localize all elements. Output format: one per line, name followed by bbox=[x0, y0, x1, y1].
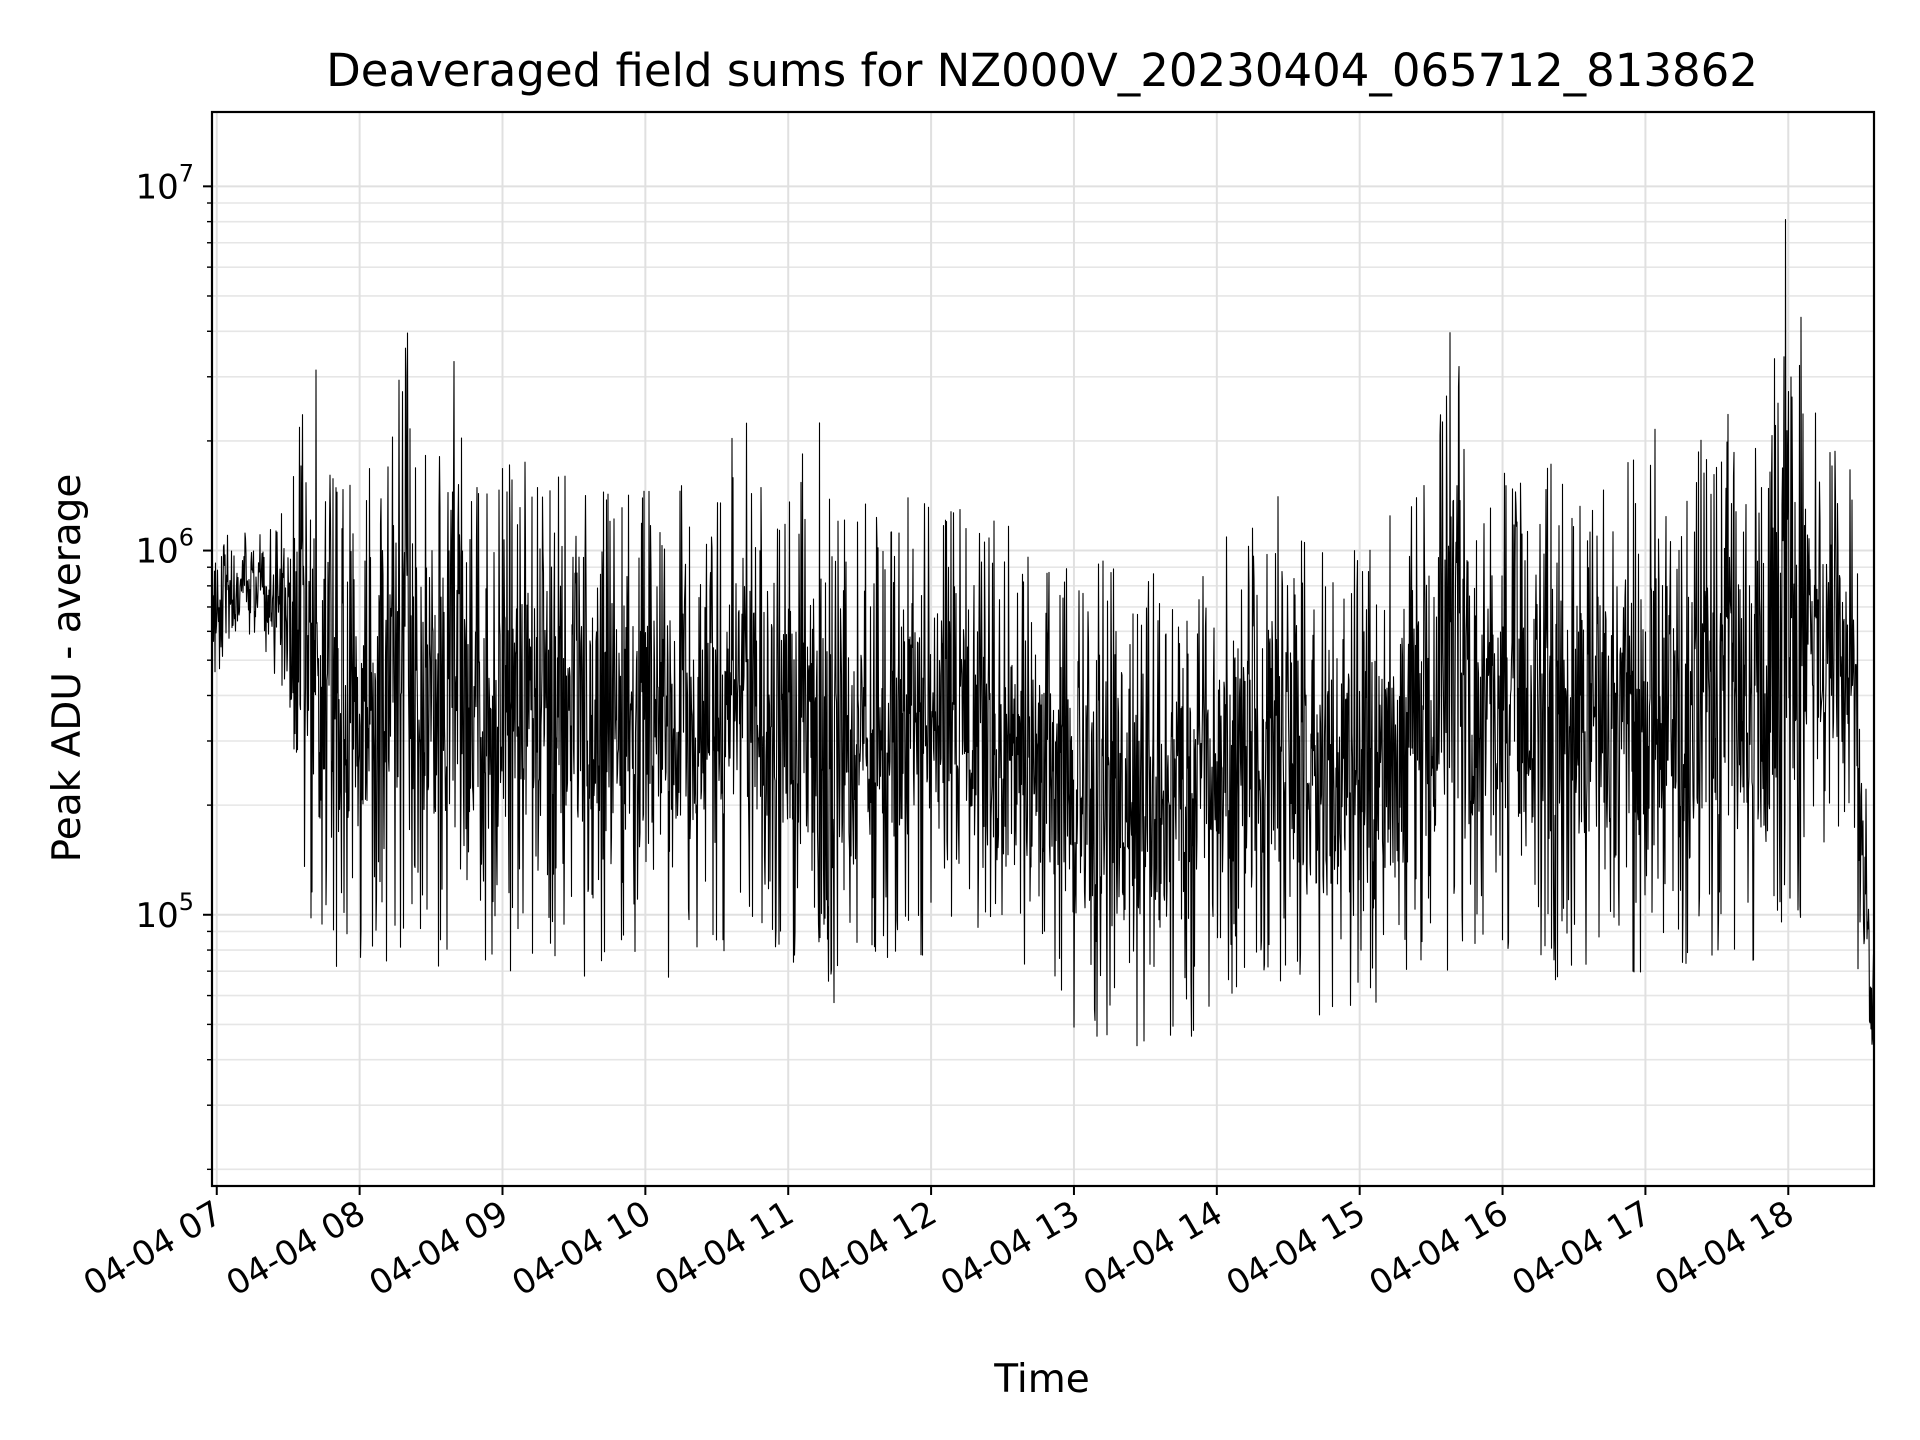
y-tick-label: 107 bbox=[135, 159, 194, 207]
plot-area-frame bbox=[210, 110, 1876, 1188]
series-path bbox=[211, 218, 1875, 1047]
y-tick-label: 105 bbox=[135, 888, 194, 936]
y-tick-label: 106 bbox=[135, 524, 194, 572]
chart-title: Deaveraged field sums for NZ000V_2023040… bbox=[326, 44, 1758, 97]
y-axis-label: Peak ADU - average bbox=[45, 474, 90, 863]
x-axis-label: Time bbox=[993, 1357, 1089, 1402]
series-line bbox=[211, 218, 1875, 1047]
